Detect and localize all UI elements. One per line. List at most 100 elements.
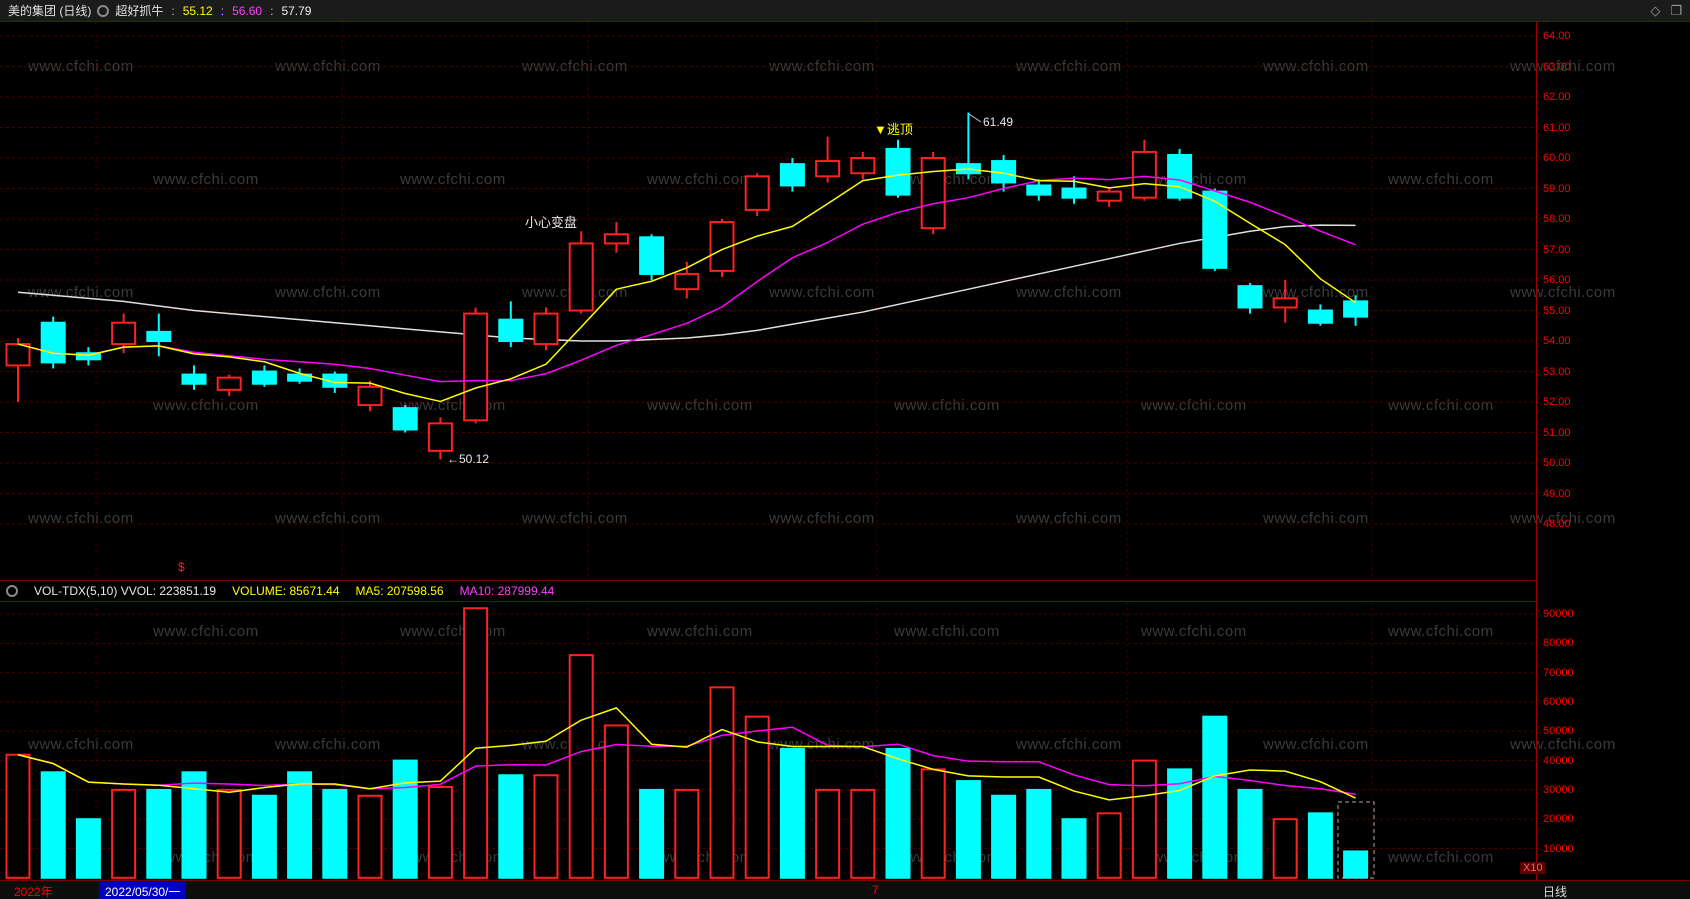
volume-bar[interactable] [885, 747, 911, 879]
candle[interactable] [75, 352, 101, 361]
candle[interactable] [287, 373, 313, 382]
volume-bar[interactable] [1272, 818, 1298, 879]
candle[interactable] [815, 160, 841, 178]
period-label[interactable]: 日线 [1543, 885, 1568, 899]
candle[interactable] [709, 221, 735, 272]
volume-bar[interactable] [1202, 715, 1228, 879]
candle[interactable] [1343, 300, 1369, 318]
volume-bar[interactable] [815, 788, 841, 879]
candle[interactable] [674, 272, 700, 291]
volume-bar[interactable] [744, 715, 770, 879]
candle[interactable] [146, 330, 172, 343]
volume-bar[interactable] [1237, 788, 1263, 879]
volume-bar[interactable] [322, 788, 348, 879]
candle[interactable] [216, 376, 242, 391]
price-axis-label: 60.00 [1543, 152, 1571, 165]
separator: : [270, 3, 274, 18]
candle[interactable] [568, 242, 594, 312]
volume-bar[interactable] [427, 785, 453, 879]
candle[interactable] [322, 373, 348, 388]
volume-bar[interactable] [181, 771, 207, 879]
chart-annotation: ←50.12 [447, 452, 489, 466]
watermark-text: www.cfchi.com [28, 284, 134, 301]
volume-bar[interactable] [850, 788, 876, 879]
volume-bar[interactable] [603, 724, 629, 879]
candle[interactable] [111, 321, 137, 346]
volume-bar[interactable] [955, 780, 981, 879]
candle[interactable] [251, 370, 277, 385]
candle[interactable] [1237, 285, 1263, 309]
title-bar: 美的集团 (日线) 超好抓牛 : 55.12 : 56.60 : 57.79 ◇… [0, 0, 1690, 22]
volume-axis-label: 40000 [1543, 754, 1574, 767]
volume-bar[interactable] [1167, 768, 1193, 879]
volume-bar[interactable] [639, 788, 665, 879]
candle[interactable] [1167, 153, 1193, 199]
watermark-text: www.cfchi.com [1263, 736, 1369, 753]
volume-bar[interactable] [287, 771, 313, 879]
volume-bar[interactable] [357, 794, 383, 879]
volume-bar[interactable] [568, 654, 594, 879]
volume-chart-pane[interactable] [0, 602, 1536, 880]
candle[interactable] [779, 163, 805, 187]
candle[interactable] [1307, 309, 1333, 324]
volume-bar[interactable] [1307, 812, 1333, 879]
candle[interactable] [920, 157, 946, 230]
candle[interactable] [639, 236, 665, 275]
candle[interactable] [498, 318, 524, 343]
candle[interactable] [533, 312, 559, 346]
candle[interactable] [463, 312, 489, 422]
volume-bar[interactable] [1343, 850, 1369, 879]
volume-bar[interactable] [991, 794, 1017, 879]
volume-bar[interactable] [392, 759, 418, 879]
candle[interactable] [1131, 150, 1157, 199]
volume-bar[interactable] [1131, 759, 1157, 879]
candle[interactable] [885, 147, 911, 196]
volume-bar[interactable] [779, 747, 805, 879]
volume-bar[interactable] [146, 788, 172, 879]
volume-bar[interactable] [1026, 788, 1052, 879]
candle[interactable] [603, 233, 629, 245]
volume-bar[interactable] [111, 788, 137, 879]
candle[interactable] [427, 422, 453, 452]
candle[interactable] [1096, 190, 1122, 202]
price-axis-label: 59.00 [1543, 182, 1571, 195]
watermark-text: www.cfchi.com [275, 58, 381, 75]
watermark-text: www.cfchi.com [153, 397, 259, 414]
volume-bar[interactable] [1096, 812, 1122, 879]
volume-bar[interactable] [251, 794, 277, 879]
axis-divider-line [1536, 22, 1537, 899]
candle[interactable] [1026, 184, 1052, 196]
restore-window-icon[interactable]: ❐ [1670, 2, 1682, 18]
cursor-selection-box [1337, 801, 1375, 879]
indicator-name: 超好抓牛 [115, 4, 164, 18]
candle[interactable] [1272, 297, 1298, 309]
volume-bar[interactable] [533, 774, 559, 879]
candle[interactable] [392, 407, 418, 431]
candle[interactable] [5, 343, 31, 367]
volume-bar[interactable] [498, 774, 524, 879]
diamond-icon[interactable]: ◇ [1650, 2, 1661, 18]
candle[interactable] [1061, 187, 1087, 199]
volume-bar[interactable] [5, 753, 31, 879]
candle[interactable] [850, 157, 876, 175]
volume-bar[interactable] [216, 788, 242, 879]
year-label: 2022年 [14, 885, 53, 899]
volume-bar[interactable] [1061, 818, 1087, 879]
candle[interactable] [1202, 190, 1228, 269]
price-axis-label: 61.00 [1543, 121, 1571, 134]
volume-bar[interactable] [40, 771, 66, 879]
candle[interactable] [40, 321, 66, 364]
candle[interactable] [181, 373, 207, 385]
candle[interactable] [357, 385, 383, 407]
date-chip[interactable]: 2022/05/30/一 [99, 882, 187, 899]
chart-annotation: $ [178, 560, 185, 574]
volume-chart-svg [0, 602, 1536, 880]
candle[interactable] [744, 175, 770, 211]
volume-bar[interactable] [674, 788, 700, 879]
watermark-text: www.cfchi.com [400, 171, 506, 188]
volume-bar[interactable] [75, 818, 101, 879]
volume-bar[interactable] [709, 686, 735, 879]
volume-bar[interactable] [920, 768, 946, 879]
price-chart-pane[interactable]: 小心变盘 ▼逃顶 61.49 ←50.12 $ [0, 22, 1536, 580]
volume-bar[interactable] [463, 607, 489, 879]
